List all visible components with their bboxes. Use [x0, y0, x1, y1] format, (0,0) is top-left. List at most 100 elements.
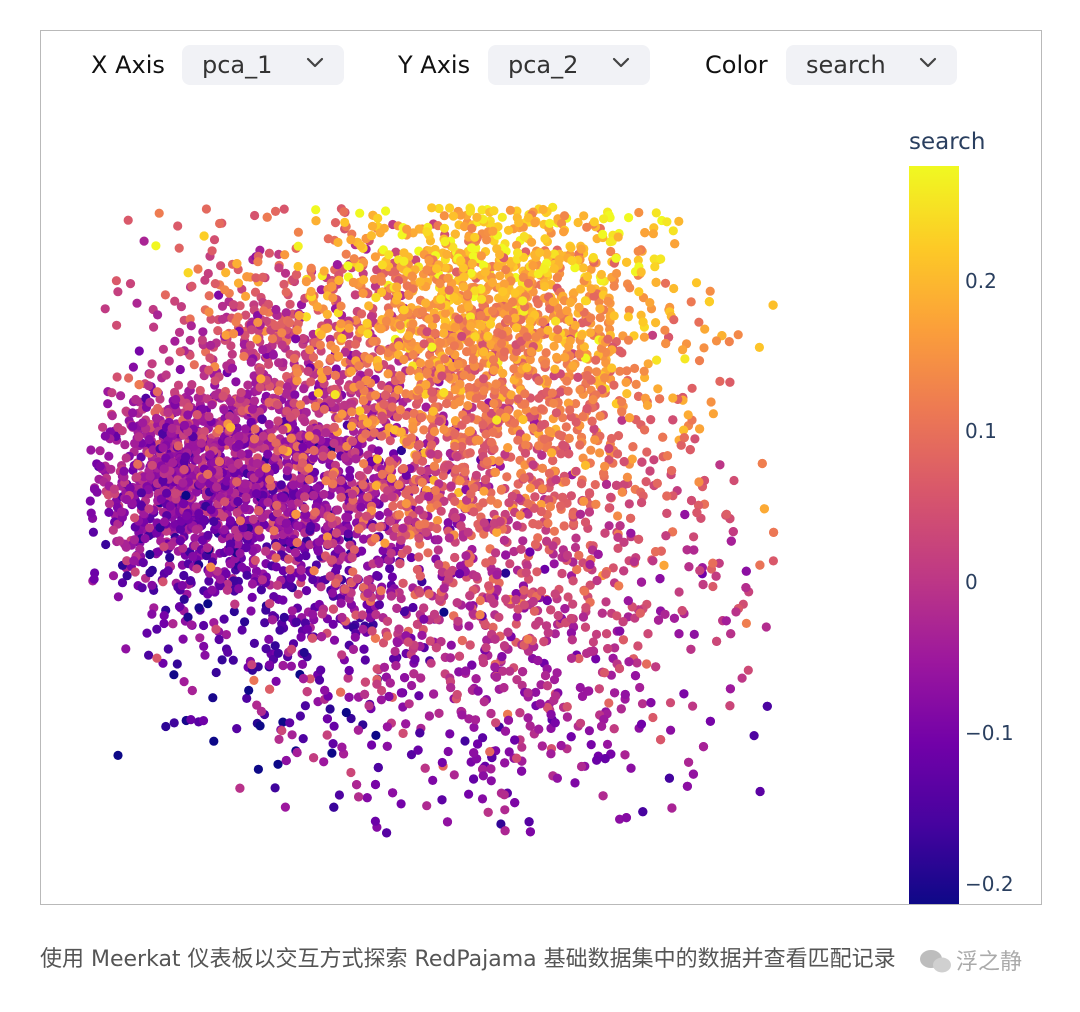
scatter-point[interactable] — [264, 248, 274, 258]
scatter-point[interactable] — [368, 523, 378, 533]
scatter-point[interactable] — [255, 366, 265, 376]
scatter-point[interactable] — [209, 736, 219, 746]
scatter-point[interactable] — [148, 445, 158, 455]
scatter-point[interactable] — [478, 657, 489, 668]
scatter-point[interactable] — [200, 650, 210, 660]
scatter-point[interactable] — [354, 792, 364, 802]
scatter-point[interactable] — [187, 281, 197, 291]
scatter-point[interactable] — [330, 370, 340, 380]
scatter-point[interactable] — [210, 376, 220, 386]
scatter-point[interactable] — [298, 734, 308, 744]
scatter-point[interactable] — [200, 275, 210, 285]
scatter-point[interactable] — [425, 636, 435, 646]
scatter-point[interactable] — [263, 497, 273, 507]
scatter-point[interactable] — [274, 734, 284, 745]
scatter-point[interactable] — [98, 422, 108, 432]
scatter-point[interactable] — [129, 556, 139, 566]
scatter-point[interactable] — [109, 484, 119, 494]
scatter-point[interactable] — [341, 707, 351, 718]
scatter-point[interactable] — [428, 775, 438, 786]
scatter-point[interactable] — [385, 563, 395, 574]
scatter-point[interactable] — [113, 750, 123, 761]
scatter-point[interactable] — [106, 464, 116, 474]
scatter-point[interactable] — [215, 581, 225, 591]
scatter-point[interactable] — [170, 489, 180, 499]
scatter-point[interactable] — [610, 688, 620, 698]
scatter-point[interactable] — [633, 391, 644, 401]
scatter-point[interactable] — [281, 308, 291, 318]
scatter-point[interactable] — [431, 643, 441, 653]
scatter-point[interactable] — [733, 330, 743, 340]
scatter-point[interactable] — [488, 622, 498, 633]
scatter-point[interactable] — [351, 454, 361, 464]
scatter-point[interactable] — [648, 556, 658, 566]
scatter-point[interactable] — [729, 475, 739, 486]
scatter-point[interactable] — [254, 468, 264, 478]
scatter-point[interactable] — [661, 338, 671, 349]
scatter-point[interactable] — [251, 489, 262, 499]
scatter-point[interactable] — [165, 552, 175, 563]
scatter-point[interactable] — [668, 527, 678, 537]
scatter-point[interactable] — [613, 431, 624, 441]
scatter-plot[interactable] — [41, 31, 901, 905]
scatter-point[interactable] — [414, 372, 424, 382]
scatter-point[interactable] — [121, 453, 131, 463]
scatter-point[interactable] — [86, 508, 96, 518]
scatter-point[interactable] — [295, 711, 305, 721]
scatter-point[interactable] — [314, 675, 325, 685]
scatter-point[interactable] — [274, 263, 284, 273]
scatter-point[interactable] — [465, 640, 475, 650]
scatter-point[interactable] — [502, 472, 512, 482]
scatter-point[interactable] — [380, 493, 390, 503]
scatter-point[interactable] — [757, 458, 767, 469]
scatter-point[interactable] — [133, 459, 143, 469]
scatter-point[interactable] — [741, 618, 752, 629]
scatter-point[interactable] — [411, 451, 421, 461]
scatter-point[interactable] — [575, 509, 586, 519]
scatter-point[interactable] — [322, 730, 332, 740]
scatter-point[interactable] — [522, 561, 532, 571]
scatter-point[interactable] — [602, 629, 612, 639]
scatter-point[interactable] — [267, 615, 278, 625]
scatter-point[interactable] — [271, 304, 281, 315]
scatter-point[interactable] — [241, 492, 251, 502]
scatter-point[interactable] — [619, 480, 629, 490]
scatter-point[interactable] — [158, 443, 168, 453]
scatter-point[interactable] — [414, 691, 424, 701]
scatter-point[interactable] — [145, 568, 155, 578]
scatter-point[interactable] — [161, 721, 171, 732]
scatter-point[interactable] — [478, 498, 488, 508]
scatter-point[interactable] — [219, 525, 229, 535]
scatter-point[interactable] — [211, 667, 221, 678]
scatter-point[interactable] — [325, 704, 335, 714]
scatter-point[interactable] — [481, 558, 491, 568]
scatter-point[interactable] — [469, 507, 479, 517]
scatter-point[interactable] — [175, 347, 185, 357]
scatter-point[interactable] — [297, 659, 308, 670]
scatter-point[interactable] — [303, 366, 313, 376]
scatter-point[interactable] — [247, 579, 258, 589]
scatter-point[interactable] — [261, 463, 271, 473]
scatter-point[interactable] — [145, 369, 155, 379]
scatter-point[interactable] — [345, 465, 355, 475]
scatter-point[interactable] — [235, 516, 245, 526]
scatter-point[interactable] — [249, 396, 260, 406]
scatter-point[interactable] — [570, 778, 580, 788]
scatter-point[interactable] — [595, 411, 605, 421]
scatter-point[interactable] — [549, 526, 559, 536]
scatter-point[interactable] — [363, 492, 373, 502]
scatter-point[interactable] — [711, 571, 721, 581]
scatter-point[interactable] — [198, 716, 209, 726]
scatter-point[interactable] — [201, 204, 211, 214]
scatter-point[interactable] — [525, 827, 535, 837]
scatter-point[interactable] — [510, 798, 520, 808]
scatter-point[interactable] — [445, 653, 455, 663]
scatter-point[interactable] — [377, 469, 387, 479]
scatter-point[interactable] — [350, 339, 361, 349]
scatter-point[interactable] — [128, 408, 138, 418]
scatter-point[interactable] — [125, 279, 136, 289]
scatter-point[interactable] — [278, 660, 288, 671]
scatter-point[interactable] — [450, 496, 460, 506]
scatter-point[interactable] — [134, 380, 144, 390]
scatter-point[interactable] — [768, 556, 779, 566]
